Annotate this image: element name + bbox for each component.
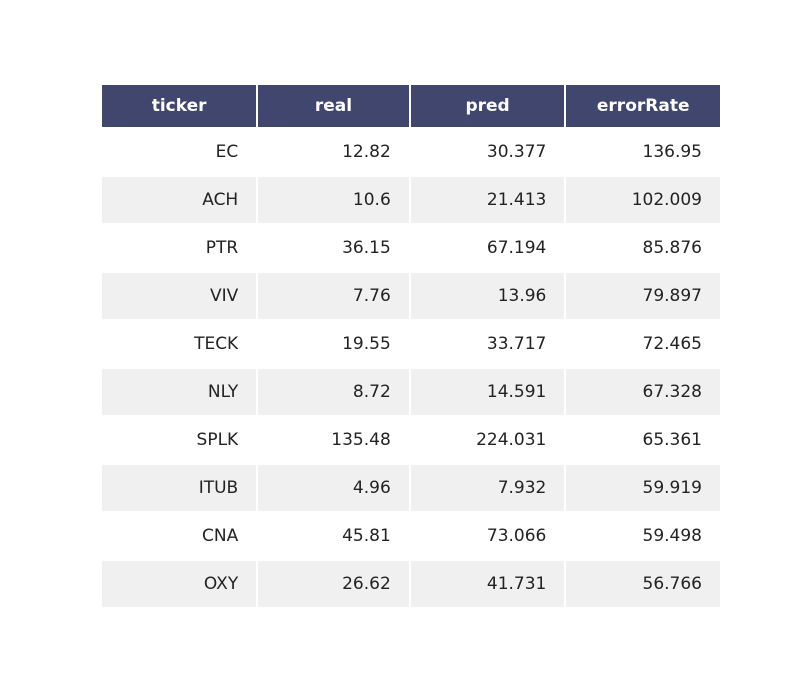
value-cell: 13.96 [410, 273, 565, 319]
value-cell: 136.95 [566, 129, 720, 175]
table-row: VIV 7.76 13.96 79.897 [102, 273, 720, 319]
column-header-real: real [258, 85, 409, 127]
value-cell: 4.96 [258, 465, 409, 511]
ticker-cell: CNA [102, 513, 257, 559]
table-row: EC 12.82 30.377 136.95 [102, 129, 720, 175]
ticker-cell: PTR [102, 225, 257, 271]
value-cell: 56.766 [566, 561, 720, 607]
value-cell: 21.413 [410, 177, 565, 223]
value-cell: 79.897 [566, 273, 720, 319]
table-row: PTR 36.15 67.194 85.876 [102, 225, 720, 271]
value-cell: 224.031 [410, 417, 565, 463]
value-cell: 85.876 [566, 225, 720, 271]
table-row: CNA 45.81 73.066 59.498 [102, 513, 720, 559]
table-row: NLY 8.72 14.591 67.328 [102, 369, 720, 415]
value-cell: 45.81 [258, 513, 409, 559]
value-cell: 36.15 [258, 225, 409, 271]
prediction-table: ticker real pred errorRate EC 12.82 30.377… [100, 83, 722, 609]
value-cell: 7.76 [258, 273, 409, 319]
ticker-cell: OXY [102, 561, 257, 607]
value-cell: 67.328 [566, 369, 720, 415]
ticker-cell: VIV [102, 273, 257, 319]
value-cell: 41.731 [410, 561, 565, 607]
value-cell: 65.361 [566, 417, 720, 463]
value-cell: 72.465 [566, 321, 720, 367]
value-cell: 7.932 [410, 465, 565, 511]
value-cell: 19.55 [258, 321, 409, 367]
value-cell: 135.48 [258, 417, 409, 463]
value-cell: 59.498 [566, 513, 720, 559]
header-row: ticker real pred errorRate [102, 85, 720, 127]
table-row: TECK 19.55 33.717 72.465 [102, 321, 720, 367]
column-header-ticker: ticker [102, 85, 257, 127]
value-cell: 26.62 [258, 561, 409, 607]
table-row: SPLK 135.48 224.031 65.361 [102, 417, 720, 463]
value-cell: 33.717 [410, 321, 565, 367]
ticker-cell: SPLK [102, 417, 257, 463]
value-cell: 14.591 [410, 369, 565, 415]
column-header-errorrate: errorRate [566, 85, 720, 127]
value-cell: 67.194 [410, 225, 565, 271]
value-cell: 8.72 [258, 369, 409, 415]
table-row: OXY 26.62 41.731 56.766 [102, 561, 720, 607]
column-header-pred: pred [410, 85, 565, 127]
table-row: ITUB 4.96 7.932 59.919 [102, 465, 720, 511]
table-row: ACH 10.6 21.413 102.009 [102, 177, 720, 223]
ticker-cell: EC [102, 129, 257, 175]
table-header: ticker real pred errorRate [102, 85, 720, 127]
value-cell: 59.919 [566, 465, 720, 511]
value-cell: 12.82 [258, 129, 409, 175]
value-cell: 10.6 [258, 177, 409, 223]
table-body: EC 12.82 30.377 136.95 ACH 10.6 21.413 102.009 P… [102, 129, 720, 607]
value-cell: 30.377 [410, 129, 565, 175]
ticker-cell: TECK [102, 321, 257, 367]
ticker-cell: ACH [102, 177, 257, 223]
ticker-cell: ITUB [102, 465, 257, 511]
value-cell: 73.066 [410, 513, 565, 559]
value-cell: 102.009 [566, 177, 720, 223]
ticker-cell: NLY [102, 369, 257, 415]
